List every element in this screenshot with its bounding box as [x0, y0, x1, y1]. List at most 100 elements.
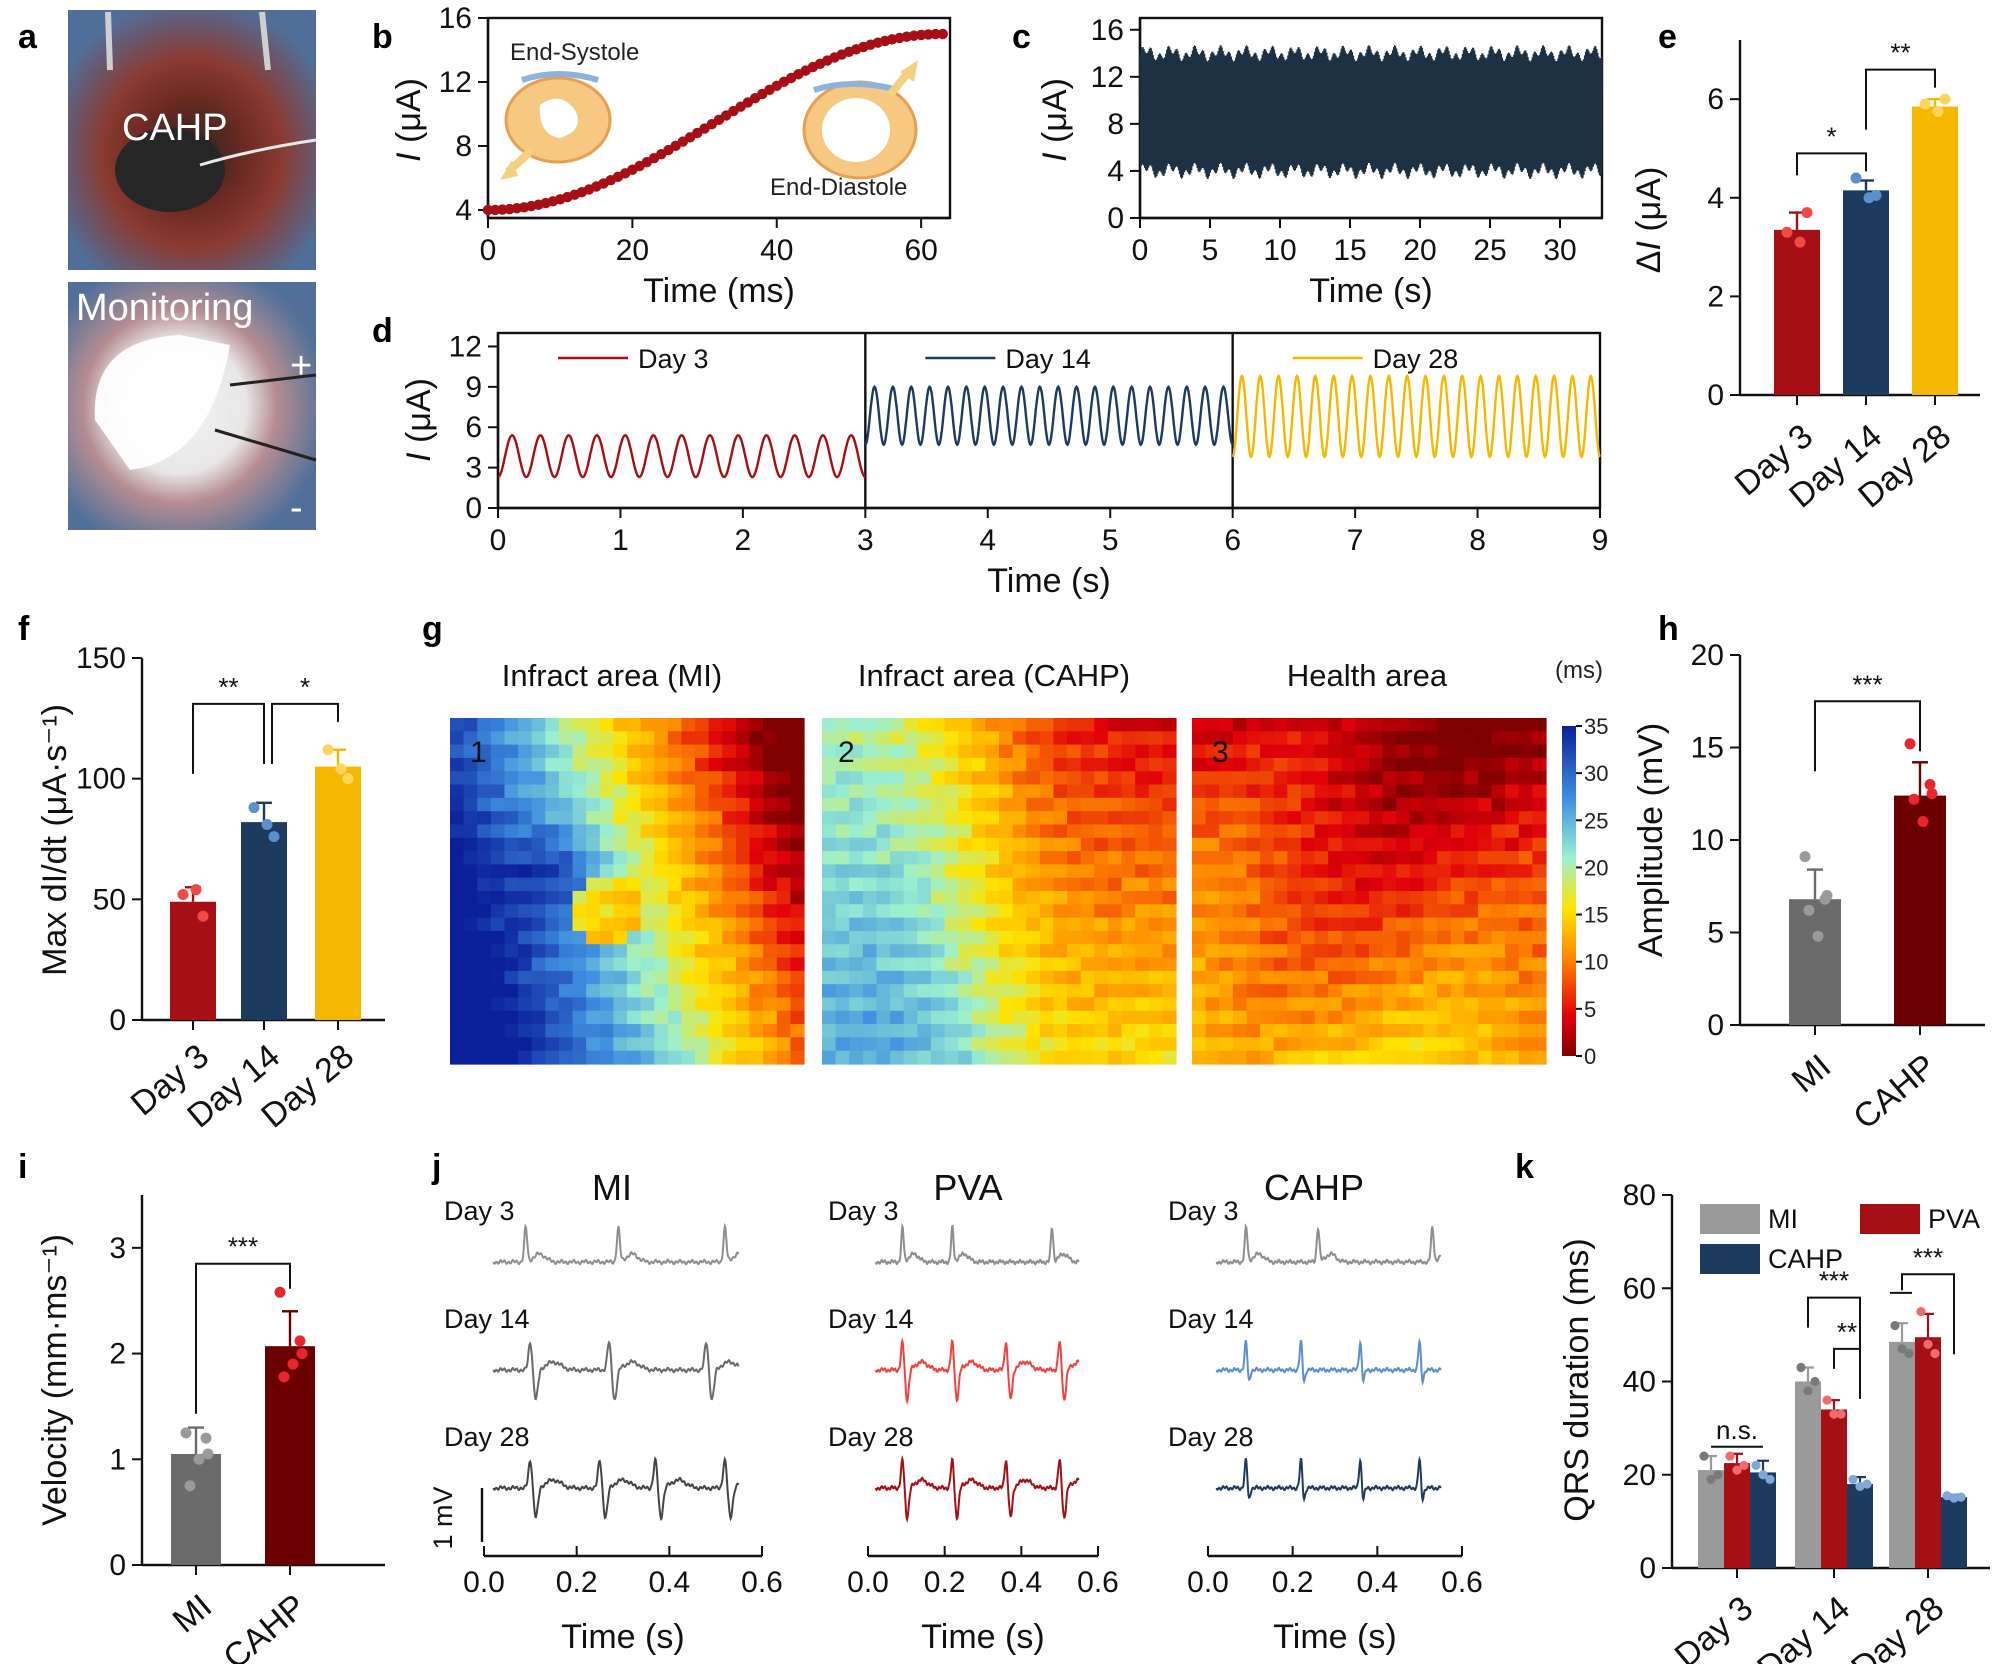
heatmap-cell	[1505, 837, 1520, 852]
heatmap-cell	[1232, 984, 1248, 999]
e-data-point	[1932, 105, 1944, 117]
heatmap-cell	[463, 1010, 478, 1025]
heatmap-cell	[1464, 718, 1479, 732]
heatmap-cell	[1409, 997, 1425, 1012]
heatmap-cell	[518, 811, 533, 826]
k-data-point	[1949, 1493, 1959, 1503]
heatmap-cell	[1464, 984, 1479, 999]
heatmap-cell	[667, 837, 683, 852]
heatmap-cell	[985, 1050, 1000, 1065]
heatmap-cell	[1192, 731, 1207, 746]
heatmap-cell	[903, 718, 918, 732]
heatmap-cell	[1328, 757, 1343, 772]
heatmap-cell	[572, 984, 587, 999]
heatmap-cell	[681, 891, 696, 905]
heatmap-cell	[1437, 837, 1452, 852]
heatmap-cell	[518, 1010, 533, 1025]
heatmap-cell	[681, 944, 696, 959]
heatmap-cell	[903, 744, 918, 759]
heatmap-cell	[1260, 1050, 1275, 1065]
heatmap-cell	[835, 797, 850, 812]
heatmap-cell	[890, 824, 905, 839]
heatmap-cell	[1518, 877, 1533, 892]
heatmap-cell	[749, 784, 764, 799]
j-group-title: CAHP	[1264, 1167, 1364, 1208]
heatmap-cell	[763, 970, 778, 985]
heatmap-cell	[1094, 1050, 1109, 1065]
heatmap-cell	[763, 944, 778, 959]
heatmap-cell	[490, 917, 506, 932]
colorbar-tick-label: 20	[1584, 855, 1608, 880]
heatmap-cell	[1260, 957, 1275, 972]
panel-letter-h: h	[1658, 610, 1679, 648]
heatmap-cell	[930, 824, 946, 839]
heatmap-cell	[1328, 1050, 1343, 1065]
c-y-tick-label: 0	[1107, 202, 1124, 235]
heatmap-cell	[862, 997, 878, 1012]
heatmap-cell	[1314, 917, 1329, 932]
heatmap-cell	[763, 957, 778, 972]
heatmap-cell	[1396, 891, 1411, 905]
heatmap-cell	[862, 771, 878, 786]
heatmap-cell	[708, 784, 723, 799]
heatmap-cell	[790, 851, 805, 865]
heatmap-cell	[917, 944, 932, 959]
heatmap-cell	[763, 771, 778, 786]
heatmap-cell	[572, 797, 587, 812]
heatmap-cell	[586, 811, 601, 826]
heatmap-cell	[917, 877, 932, 892]
heatmap-cell	[1505, 824, 1520, 839]
heatmap-cell	[1107, 1037, 1123, 1052]
heatmap-cell	[1205, 811, 1220, 826]
heatmap-cell	[985, 771, 1000, 786]
heatmap-cell	[681, 744, 696, 759]
heatmap-cell	[849, 771, 864, 786]
heatmap-cell	[695, 904, 710, 919]
heatmap-cell	[763, 744, 778, 759]
heatmap-cell	[763, 1050, 778, 1065]
heatmap-cell	[613, 811, 628, 826]
heatmap-cell	[1382, 1037, 1397, 1052]
heatmap-cell	[1094, 997, 1109, 1012]
heatmap-cell	[1491, 1037, 1506, 1052]
heatmap-cell	[1107, 718, 1123, 732]
heatmap-cell	[722, 718, 737, 732]
heatmap-cell	[1450, 744, 1465, 759]
heatmap-cell	[504, 757, 519, 772]
c-y-tick-label: 16	[1091, 14, 1124, 47]
f-y-tick-label: 100	[76, 763, 126, 796]
heatmap-cell	[1121, 824, 1136, 839]
heatmap-cell	[849, 997, 864, 1012]
heatmap-cell	[1532, 811, 1547, 826]
heatmap-cell	[822, 1050, 837, 1065]
heatmap-cell	[531, 784, 546, 799]
heatmap-cell	[627, 837, 642, 852]
heatmap-cell	[1314, 930, 1329, 945]
heatmap-cell	[1246, 930, 1261, 945]
heatmap-cell	[504, 957, 519, 972]
heatmap-cell	[1135, 1050, 1150, 1065]
heatmap-cell	[1328, 864, 1343, 879]
j-ecg-trace	[874, 1455, 1080, 1524]
heatmap-cell	[749, 957, 764, 972]
heatmap-cell	[1219, 904, 1234, 919]
heatmap-cell	[1300, 917, 1316, 932]
heatmap-cell	[654, 771, 669, 786]
heatmap-cell	[1532, 877, 1547, 892]
heatmap-cell	[1477, 797, 1493, 812]
heatmap-cell	[1260, 731, 1275, 746]
heatmap-cell	[1477, 877, 1493, 892]
heatmap-cell	[531, 811, 546, 826]
j-x-label: Time (s)	[921, 1618, 1044, 1656]
heatmap-cell	[627, 797, 642, 812]
heatmap-cell	[1314, 891, 1329, 905]
heatmap-cell	[463, 744, 478, 759]
heatmap-cell	[504, 917, 519, 932]
heatmap-cell	[613, 784, 628, 799]
heatmap-cell	[849, 877, 864, 892]
heatmap-cell	[1067, 757, 1082, 772]
heatmap-cell	[1273, 757, 1288, 772]
